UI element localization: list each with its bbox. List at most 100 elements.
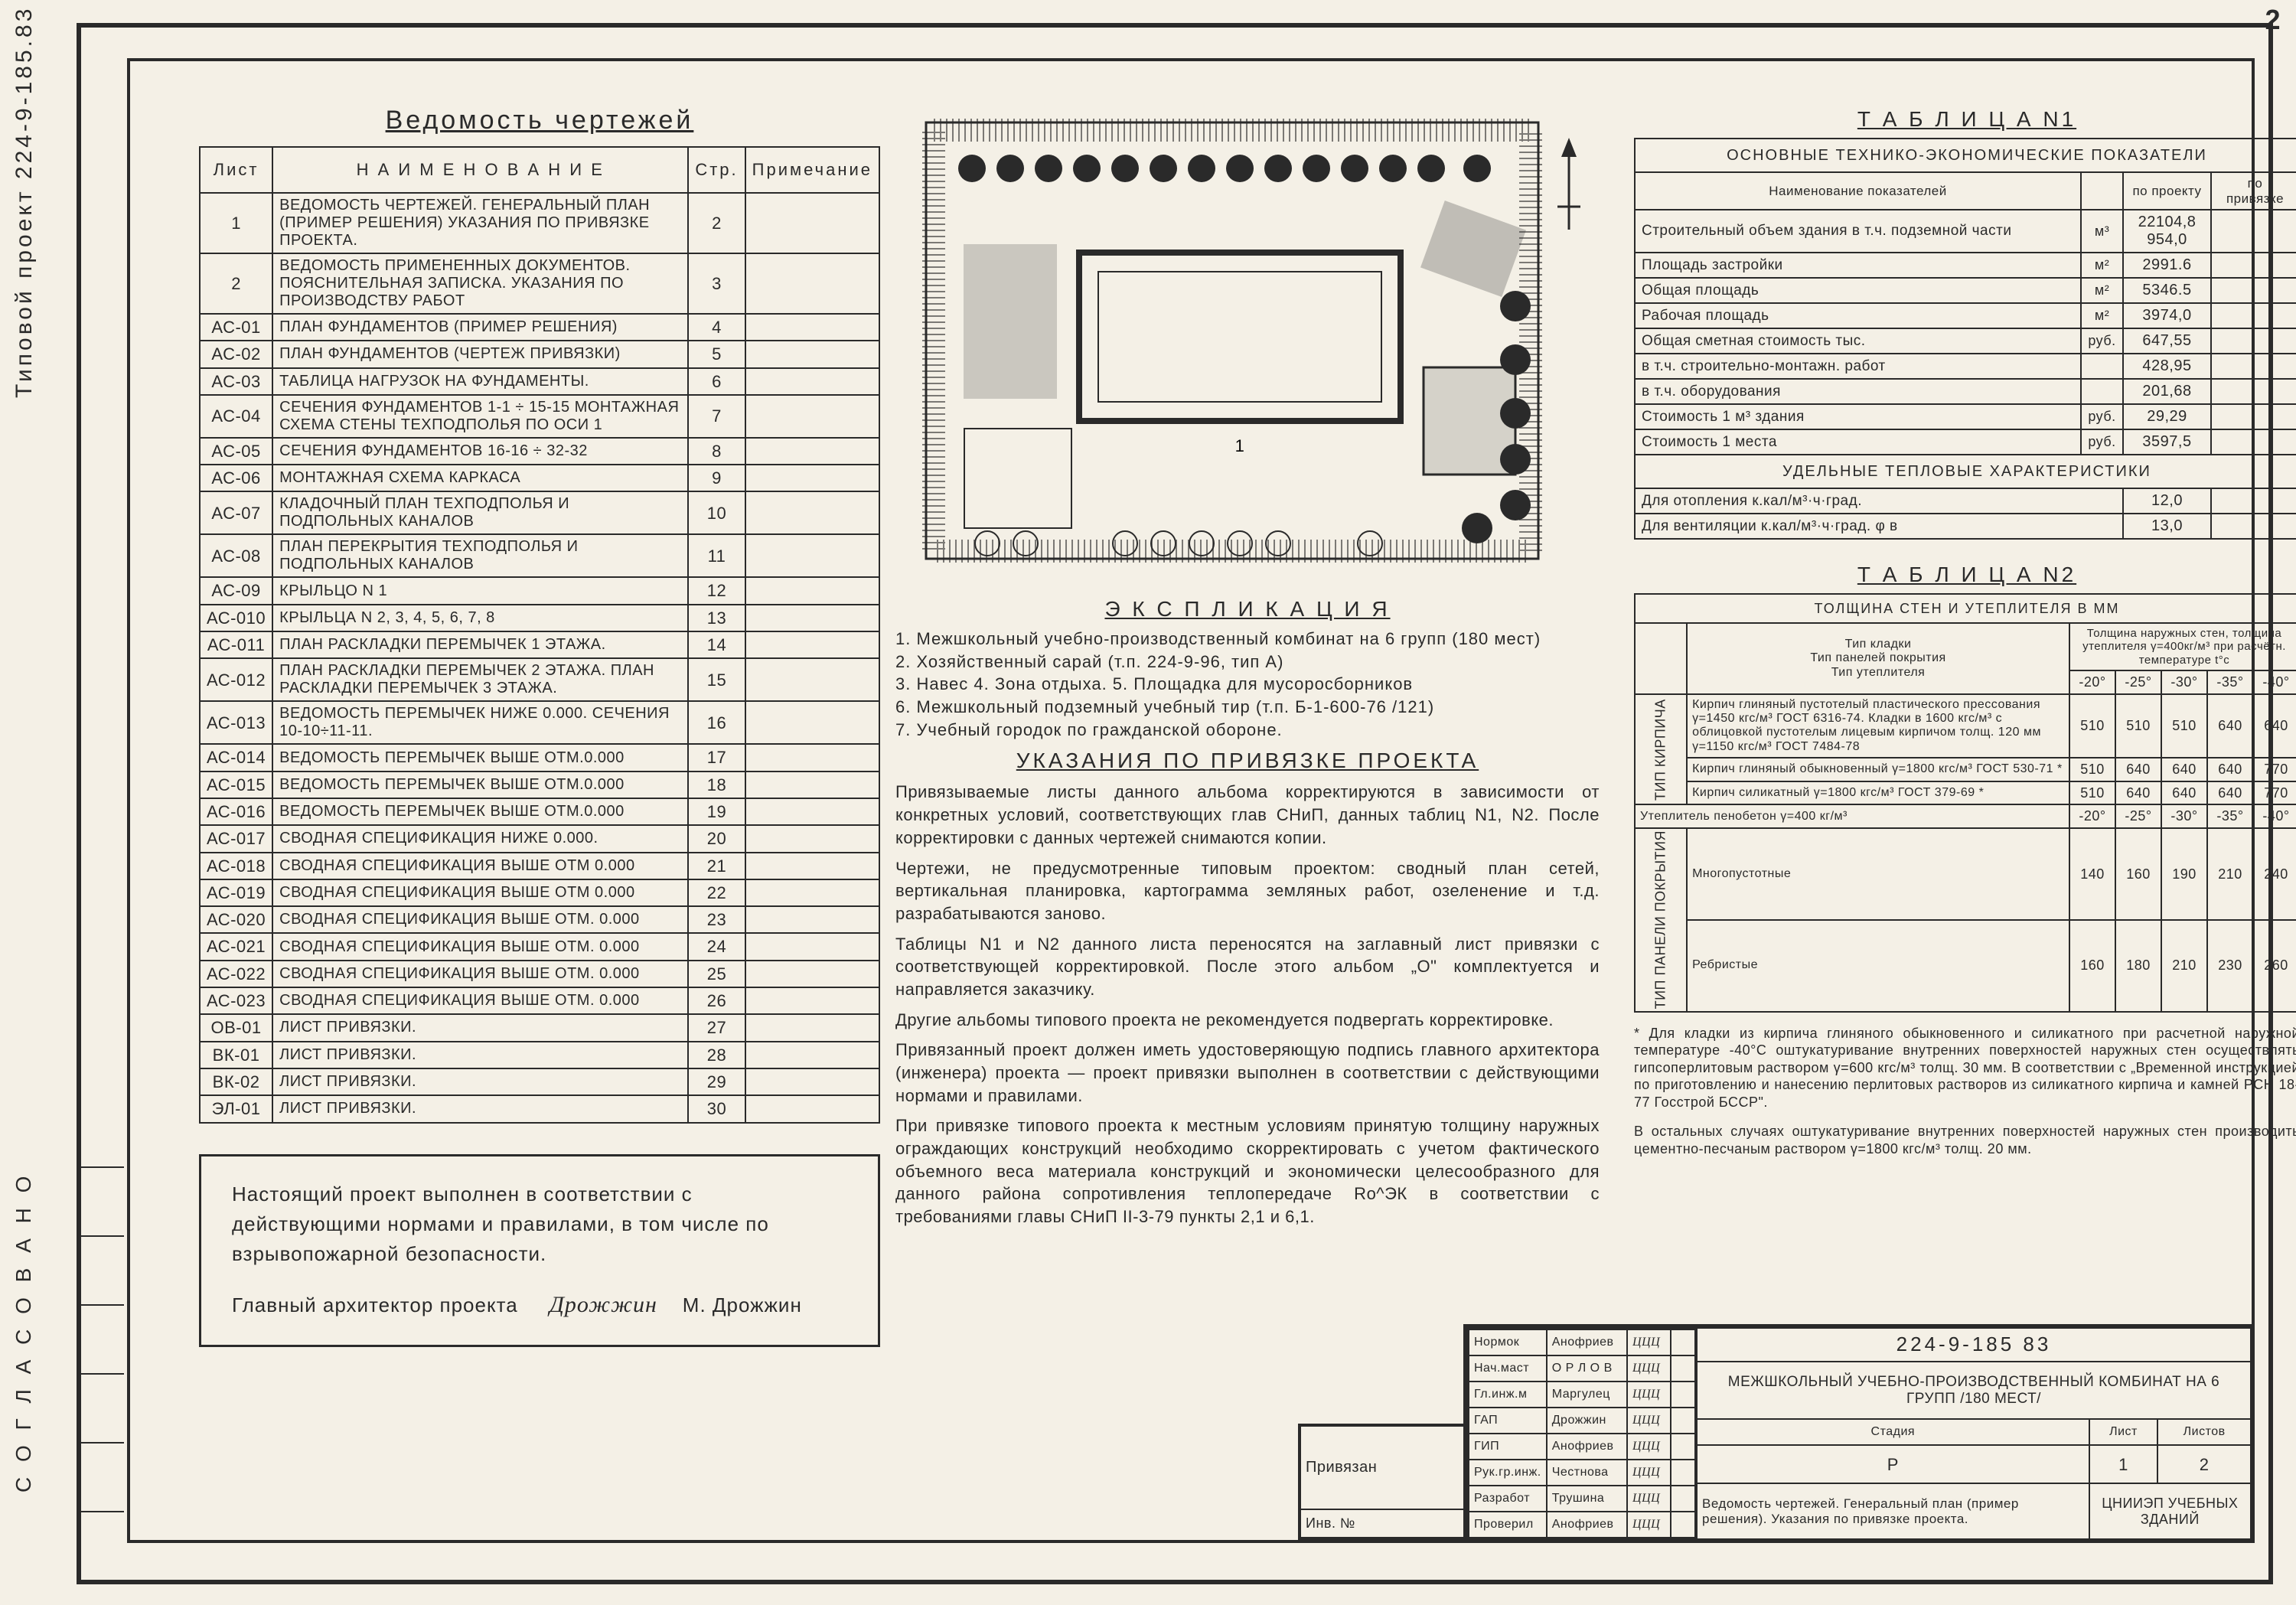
table-row: Для вентиляции к.кал/м³·ч·град. φ в13,0 <box>1635 514 2296 539</box>
table-row: АС-016Ведомость перемычек выше отм.0.000… <box>200 798 879 825</box>
table-row: ТИП КИРПИЧАКирпич глиняный пустотелый пл… <box>1635 694 2296 758</box>
vertical-approval: С О Г Л А С О В А Н О <box>11 1172 36 1492</box>
t2-sub1: Тип кладки Тип панелей покрытия Тип утеп… <box>1687 623 2069 693</box>
table-row: АС-06Монтажная схема каркаса9 <box>200 465 879 491</box>
table-row: ПроверилАнофриевЦЦЦ <box>1469 1512 1695 1538</box>
table-row: в т.ч. строительно-монтажн. работ428,95 <box>1635 354 2296 379</box>
t1-thermal-hdr: УДЕЛЬНЫЕ ТЕПЛОВЫЕ ХАРАКТЕРИСТИКИ <box>1635 455 2296 488</box>
svg-text:1: 1 <box>1235 436 1245 455</box>
table1: ОСНОВНЫЕ ТЕХНИКО-ЭКОНОМИЧЕСКИЕ ПОКАЗАТЕЛ… <box>1634 138 2296 540</box>
col-header: Примечание <box>745 147 879 193</box>
architect-role: Главный архитектор проекта <box>232 1293 518 1316</box>
table-row: ОВ-01Лист привязки.27 <box>200 1014 879 1041</box>
table-row: Рабочая площадьм²3974,0 <box>1635 303 2296 328</box>
t2-insul: Утеплитель пенобетон γ=400 кг/м³ <box>1635 804 2069 828</box>
table-row: АС-02План фундаментов (чертеж привязки)5 <box>200 341 879 367</box>
table-row: АС-017Сводная спецификация ниже 0.000.20 <box>200 825 879 852</box>
table-row: АС-019Сводная спецификация выше отм 0.00… <box>200 879 879 906</box>
table2: ТОЛЩИНА СТЕН И УТЕПЛИТЕЛЯ В ММ Тип кладк… <box>1634 593 2296 1012</box>
table-row: Общая площадьм²5346.5 <box>1635 278 2296 303</box>
table-row: Стоимость 1 м³ зданияруб.29,29 <box>1635 404 2296 429</box>
table-row: Ребристые160180210230260 <box>1635 920 2296 1012</box>
table-row: ВК-02Лист привязки.29 <box>200 1068 879 1095</box>
signature-icon: Дрожжин <box>550 1292 657 1317</box>
table-row: АС-011План раскладки перемычек 1 этажа.1… <box>200 631 879 658</box>
col-header: Лист <box>200 147 272 193</box>
table-row: Строительный объем здания в т.ч. подземн… <box>1635 210 2296 253</box>
table-row: АС-010Крыльца N 2, 3, 4, 5, 6, 7, 813 <box>200 605 879 631</box>
bound-label: Привязан <box>1300 1425 1466 1509</box>
table-row: АС-012План раскладки перемычек 2 этажа. … <box>200 658 879 701</box>
compliance-text: Настоящий проект выполнен в соответствии… <box>232 1179 847 1269</box>
inv-label: Инв. № <box>1300 1509 1466 1538</box>
t2-header: ТОЛЩИНА СТЕН И УТЕПЛИТЕЛЯ В ММ <box>1635 594 2296 623</box>
drawings-register: Ведомость чертежей ЛистН А И М Е Н О В А… <box>199 99 880 1347</box>
right-column: Т А Б Л И Ц А N1 ОСНОВНЫЕ ТЕХНИКО-ЭКОНОМ… <box>1634 99 2296 1157</box>
sheet-frame: Ведомость чертежей ЛистН А И М Е Н О В А… <box>77 23 2273 1584</box>
col-header: Стр. <box>688 147 745 193</box>
table-row: АС-014Ведомость перемычек выше отм.0.000… <box>200 744 879 771</box>
table-row: Рук.гр.инж.ЧестноваЦЦЦ <box>1469 1460 1695 1486</box>
table-row: ВК-01Лист привязки.28 <box>200 1042 879 1068</box>
table-row: ГАПДрожжинЦЦЦ <box>1469 1408 1695 1434</box>
col-header: Н А И М Е Н О В А Н И Е <box>272 147 688 193</box>
table-row: АС-015Ведомость перемычек выше отм.0.000… <box>200 772 879 798</box>
instructions-title: УКАЗАНИЯ ПО ПРИВЯЗКЕ ПРОЕКТА <box>895 749 1600 773</box>
project-code: 224-9-185 83 <box>1697 1328 2251 1362</box>
table-row: Площадь застройким²2991.6 <box>1635 253 2296 278</box>
table-row: Для отопления к.кал/м³·ч·град.12,0 <box>1635 488 2296 514</box>
t2-sub2: Толщина наружных стен, толщина утеплител… <box>2069 623 2296 670</box>
table2-footnote1: * Для кладки из кирпича глиняного обыкно… <box>1634 1025 2296 1111</box>
explication-title: Э К С П Л И К А Ц И Я <box>895 597 1600 621</box>
table-row: АС-04Сечения фундаментов 1-1 ÷ 15-15 Мон… <box>200 395 879 438</box>
architect-name: М. Дрожжин <box>683 1293 802 1316</box>
compliance-statement: Настоящий проект выполнен в соответствии… <box>199 1154 880 1347</box>
table-row: Кирпич глиняный обыкновенный γ=1800 кгс/… <box>1635 758 2296 781</box>
org-name: ЦНИИЭП УЧЕБНЫХ ЗДАНИЙ <box>2089 1483 2251 1539</box>
explication-line: 7. Учебный городок по гражданской оборон… <box>895 719 1600 742</box>
table-row: ГИПАнофриевЦЦЦ <box>1469 1434 1695 1460</box>
site-plan: 1 <box>895 92 1600 589</box>
table-row: АС-021Сводная спецификация выше отм. 0.0… <box>200 933 879 960</box>
table-row: 2Ведомость примененных документов. Поясн… <box>200 253 879 314</box>
table-row: АС-022Сводная спецификация выше отм. 0.0… <box>200 961 879 987</box>
center-column: 1 <box>895 92 1600 1236</box>
table-row: Кирпич силикатный γ=1800 кгс/м³ ГОСТ 379… <box>1635 781 2296 805</box>
t1-header: ОСНОВНЫЕ ТЕХНИКО-ЭКОНОМИЧЕСКИЕ ПОКАЗАТЕЛ… <box>1635 139 2296 172</box>
explication-line: 2. Хозяйственный сарай (т.п. 224-9-96, т… <box>895 651 1600 674</box>
table-row: ТИП ПАНЕЛИ ПОКРЫТИЯМногопустотные1401601… <box>1635 828 2296 920</box>
left-margin-cells <box>81 1166 124 1580</box>
table-row: АС-09Крыльцо N 112 <box>200 577 879 604</box>
table-row: Стоимость 1 местаруб.3597,5 <box>1635 429 2296 455</box>
explication-line: 3. Навес 4. Зона отдыха. 5. Площадка для… <box>895 673 1600 696</box>
drawings-title: Ведомость чертежей <box>199 106 880 135</box>
drawings-table: ЛистН А И М Е Н О В А Н И ЕСтр.Примечани… <box>199 146 880 1124</box>
explication-list: 1. Межшкольный учебно-производственный к… <box>895 628 1600 741</box>
vertical-project-title: Типовой проект 224-9-185.83 Альбом О <box>11 0 38 398</box>
table-row: в т.ч. оборудования201,68 <box>1635 379 2296 404</box>
table1-title: Т А Б Л И Ц А N1 <box>1634 107 2296 132</box>
table-row: Нач.мастО Р Л О ВЦЦЦ <box>1469 1355 1695 1382</box>
table-row: РазработТрушинаЦЦЦ <box>1469 1486 1695 1512</box>
table-row: ЭЛ-01Лист привязки.30 <box>200 1095 879 1122</box>
explication-line: 6. Межшкольный подземный учебный тир (т.… <box>895 696 1600 719</box>
instructions-text: Привязываемые листы данного альбома корр… <box>895 781 1600 1228</box>
table-row: Общая сметная стоимость тыс.руб.647,55 <box>1635 328 2296 354</box>
table-row: АС-023Сводная спецификация выше отм. 0.0… <box>200 987 879 1014</box>
table-row: АС-08План перекрытия техподполья и подпо… <box>200 534 879 577</box>
explication-line: 1. Межшкольный учебно-производственный к… <box>895 628 1600 651</box>
table-row: АС-013Ведомость перемычек ниже 0.000. Се… <box>200 701 879 744</box>
table-row: Гл.инж.мМаргулецЦЦЦ <box>1469 1382 1695 1408</box>
sheet-title: Ведомость чертежей. Генеральный план (пр… <box>1697 1483 2089 1539</box>
table-row: АС-05Сечения фундаментов 16-16 ÷ 32-328 <box>200 438 879 465</box>
table2-footnote2: В остальных случаях оштукатуривание внут… <box>1634 1123 2296 1157</box>
project-title: МЕЖШКОЛЬНЫЙ УЧЕБНО-ПРОИЗВОДСТВЕННЫЙ КОМБ… <box>1697 1362 2251 1419</box>
title-block: НормокАнофриевЦЦЦНач.мастО Р Л О ВЦЦЦГл.… <box>1463 1324 2252 1540</box>
table-row: АС-020Сводная спецификация выше отм. 0.0… <box>200 906 879 933</box>
table-row: АС-01План фундаментов (пример решения)4 <box>200 314 879 341</box>
table-row: НормокАнофриевЦЦЦ <box>1469 1329 1695 1355</box>
table-row: АС-018Сводная спецификация выше отм 0.00… <box>200 853 879 879</box>
inner-frame: Ведомость чертежей ЛистН А И М Е Н О В А… <box>127 58 2255 1543</box>
table-row: АС-07Кладочный план техподполья и подпол… <box>200 491 879 534</box>
table-row: 1Ведомость чертежей. Генеральный план (п… <box>200 193 879 253</box>
